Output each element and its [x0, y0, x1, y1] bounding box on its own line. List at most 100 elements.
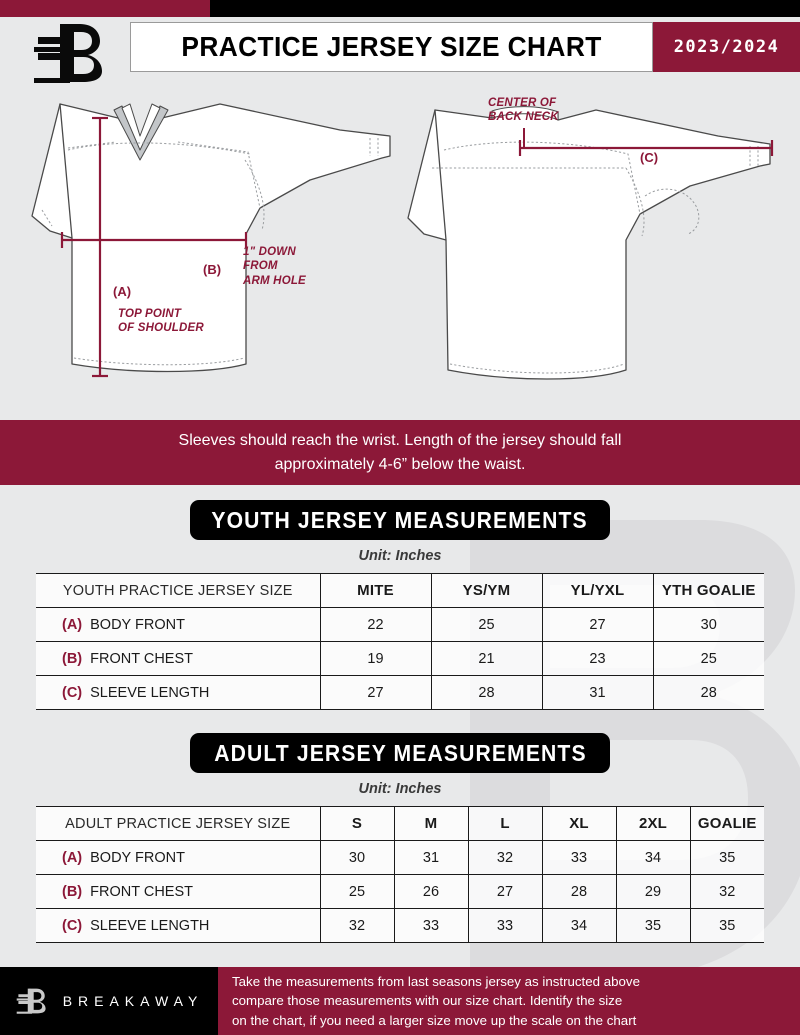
top-strip-black-segment — [210, 0, 800, 17]
youth-cell-1-2: 23 — [542, 641, 654, 676]
season-year: 2023/2024 — [673, 37, 780, 57]
youth-row-2-name: SLEEVE LENGTH — [90, 684, 210, 701]
fit-note-line-1: Sleeves should reach the wrist. Length o… — [178, 432, 622, 450]
youth-measurements-table: YOUTH PRACTICE JERSEY SIZE MITE YS/YM YL… — [36, 573, 764, 710]
breakaway-b-logo-icon — [34, 24, 102, 83]
page-footer: BREAKAWAY Take the measurements from las… — [0, 967, 800, 1035]
adult-cell-1-3: 28 — [542, 874, 617, 909]
page-title: PRACTICE JERSEY SIZE CHART — [181, 31, 602, 62]
youth-cell-2-3: 28 — [653, 675, 764, 710]
youth-cell-2-0: 27 — [320, 675, 432, 710]
page-header: PRACTICE JERSEY SIZE CHART 2023/2024 — [0, 0, 800, 92]
adult-col-header-2: M — [394, 806, 469, 841]
adult-cell-0-1: 31 — [394, 840, 469, 875]
footer-instructions: Take the measurements from last seasons … — [218, 967, 800, 1035]
youth-cell-0-2: 27 — [542, 607, 654, 642]
youth-row-0-name: BODY FRONT — [90, 616, 185, 633]
adult-col-header-5: 2XL — [616, 806, 691, 841]
label-c-code: (C) — [640, 150, 659, 165]
adult-cell-1-5: 32 — [690, 874, 764, 909]
top-strip-maroon-segment — [0, 0, 210, 17]
jersey-front-view-icon — [31, 103, 391, 378]
adult-cell-2-1: 33 — [394, 908, 469, 943]
footer-brand-name: BREAKAWAY — [62, 993, 204, 1009]
adult-col-header-0: ADULT PRACTICE JERSEY SIZE — [36, 806, 321, 841]
adult-col-header-1: S — [320, 806, 395, 841]
youth-col-header-3: YL/YXL — [542, 573, 654, 608]
adult-measurements-table: ADULT PRACTICE JERSEY SIZE S M L XL 2XL … — [36, 806, 764, 943]
youth-col-header-4: YTH GOALIE — [653, 573, 764, 608]
adult-cell-0-3: 33 — [542, 840, 617, 875]
adult-row-0-name: BODY FRONT — [90, 849, 185, 866]
adult-table-header-row: ADULT PRACTICE JERSEY SIZE S M L XL 2XL … — [36, 806, 764, 841]
youth-row-1-name: FRONT CHEST — [90, 650, 193, 667]
label-a-text: TOP POINT OF SHOULDER — [118, 308, 204, 335]
jersey-back-view-icon — [407, 106, 774, 380]
footer-line-2: compare those measurements with our size… — [232, 993, 623, 1009]
adult-row-2-label: (C) SLEEVE LENGTH — [36, 908, 321, 943]
footer-line-1: Take the measurements from last seasons … — [232, 974, 640, 990]
table-row: (A) BODY FRONT 30 31 32 33 34 35 — [36, 840, 764, 875]
page-title-box: PRACTICE JERSEY SIZE CHART — [130, 22, 653, 72]
adult-cell-1-4: 29 — [616, 874, 691, 909]
footer-brand-block: BREAKAWAY — [0, 967, 218, 1035]
youth-row-0-label: (A) BODY FRONT — [36, 607, 321, 642]
season-year-box: 2023/2024 — [653, 22, 800, 72]
youth-cell-1-1: 21 — [431, 641, 543, 676]
adult-cell-2-4: 35 — [616, 908, 691, 943]
table-row: (B) FRONT CHEST 19 21 23 25 — [36, 641, 764, 676]
adult-cell-2-3: 34 — [542, 908, 617, 943]
youth-row-0-code: (A) — [62, 616, 83, 633]
fit-note-banner: Sleeves should reach the wrist. Length o… — [0, 420, 800, 485]
label-b-text: 1" DOWN FROM ARM HOLE — [243, 246, 306, 287]
adult-col-header-4: XL — [542, 806, 617, 841]
label-b-code: (B) — [203, 262, 222, 277]
adult-cell-0-0: 30 — [320, 840, 395, 875]
youth-row-1-code: (B) — [62, 650, 83, 667]
adult-row-1-name: FRONT CHEST — [90, 883, 193, 900]
youth-col-header-2: YS/YM — [431, 573, 543, 608]
adult-cell-1-1: 26 — [394, 874, 469, 909]
adult-unit-label: Unit: Inches — [358, 781, 442, 797]
youth-row-1-label: (B) FRONT CHEST — [36, 641, 321, 676]
adult-cell-0-4: 34 — [616, 840, 691, 875]
adult-col-header-6: GOALIE — [690, 806, 764, 841]
youth-cell-1-0: 19 — [320, 641, 432, 676]
adult-section-title: ADULT JERSEY MEASUREMENTS — [213, 739, 587, 766]
table-row: (C) SLEEVE LENGTH 32 33 33 34 35 35 — [36, 908, 764, 943]
center-back-neck-label: CENTER OF BACK NECK — [488, 97, 559, 124]
youth-section-pill: YOUTH JERSEY MEASUREMENTS — [190, 500, 610, 540]
youth-col-header-1: MITE — [320, 573, 432, 608]
youth-cell-0-1: 25 — [431, 607, 543, 642]
youth-col-header-0: YOUTH PRACTICE JERSEY SIZE — [36, 573, 321, 608]
footer-line-3: on the chart, if you need a larger size … — [232, 1012, 637, 1028]
top-strip — [0, 0, 800, 17]
adult-cell-2-0: 32 — [320, 908, 395, 943]
adult-cell-0-2: 32 — [468, 840, 543, 875]
label-a-code: (A) — [113, 284, 132, 299]
adult-row-0-code: (A) — [62, 849, 83, 866]
fit-note-line-2: approximately 4-6” below the waist. — [274, 455, 526, 473]
adult-cell-1-0: 25 — [320, 874, 395, 909]
adult-section-pill: ADULT JERSEY MEASUREMENTS — [190, 733, 610, 773]
adult-row-1-label: (B) FRONT CHEST — [36, 874, 321, 909]
youth-row-2-label: (C) SLEEVE LENGTH — [36, 675, 321, 710]
adult-cell-2-5: 35 — [690, 908, 764, 943]
table-row: (B) FRONT CHEST 25 26 27 28 29 32 — [36, 874, 764, 909]
youth-cell-1-3: 25 — [653, 641, 764, 676]
table-row: (C) SLEEVE LENGTH 27 28 31 28 — [36, 675, 764, 710]
youth-cell-0-0: 22 — [320, 607, 432, 642]
adult-row-2-code: (C) — [62, 917, 83, 934]
youth-row-2-code: (C) — [62, 684, 83, 701]
adult-cell-2-2: 33 — [468, 908, 543, 943]
youth-cell-2-2: 31 — [542, 675, 654, 710]
youth-table-header-row: YOUTH PRACTICE JERSEY SIZE MITE YS/YM YL… — [36, 573, 764, 608]
adult-row-0-label: (A) BODY FRONT — [36, 840, 321, 875]
jersey-diagram: (B) 1" DOWN FROM ARM HOLE (A) TOP POINT … — [0, 88, 800, 418]
breakaway-b-logo-icon — [16, 988, 46, 1014]
adult-cell-0-5: 35 — [690, 840, 764, 875]
youth-unit-label: Unit: Inches — [358, 548, 442, 564]
adult-col-header-3: L — [468, 806, 543, 841]
adult-row-2-name: SLEEVE LENGTH — [90, 917, 210, 934]
